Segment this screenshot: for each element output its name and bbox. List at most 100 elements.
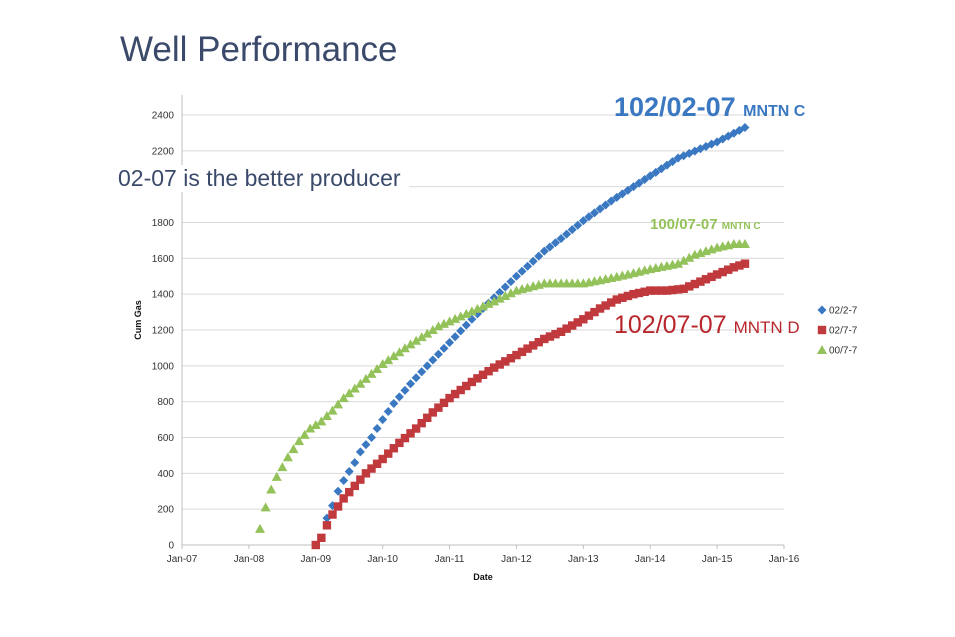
series-label-zone: MNTN C xyxy=(721,221,761,232)
data-point xyxy=(411,424,421,433)
y-tick-label: 1200 xyxy=(152,326,175,337)
data-point xyxy=(523,344,532,353)
data-point xyxy=(339,476,349,485)
data-point xyxy=(740,259,750,268)
data-point xyxy=(372,459,382,468)
data-point xyxy=(606,196,616,206)
data-point xyxy=(735,261,744,270)
data-point xyxy=(623,291,633,301)
data-point xyxy=(690,279,700,289)
data-point xyxy=(271,471,282,481)
data-point xyxy=(657,286,666,295)
data-point xyxy=(260,502,271,512)
data-point xyxy=(328,510,337,519)
data-point xyxy=(578,216,588,226)
data-point xyxy=(639,265,650,275)
data-point xyxy=(668,285,677,295)
axes: 0200400600800100012001400160018002000220… xyxy=(133,95,800,582)
data-point xyxy=(450,313,461,323)
data-point xyxy=(338,393,349,403)
data-point xyxy=(579,315,588,324)
data-point xyxy=(623,185,633,195)
data-point xyxy=(506,354,516,363)
data-point xyxy=(562,324,571,333)
data-point xyxy=(662,160,672,170)
data-point xyxy=(573,318,582,327)
data-point xyxy=(551,329,560,339)
data-point xyxy=(361,440,371,450)
data-point xyxy=(399,343,410,353)
data-point xyxy=(707,139,717,149)
data-point xyxy=(595,204,605,214)
data-point xyxy=(417,367,427,377)
legend-marker xyxy=(817,305,827,315)
data-point xyxy=(428,355,438,365)
data-point xyxy=(384,449,393,458)
series-label-main: 102/02-07 xyxy=(614,92,736,122)
data-point xyxy=(417,418,426,428)
y-tick-label: 200 xyxy=(157,505,174,516)
data-point xyxy=(400,385,410,395)
data-point xyxy=(349,383,360,393)
data-point xyxy=(266,484,277,494)
data-point xyxy=(673,285,683,294)
data-point xyxy=(540,334,549,344)
data-point xyxy=(562,229,572,239)
data-point xyxy=(668,157,678,167)
data-point xyxy=(389,444,399,453)
data-point xyxy=(344,388,355,398)
data-point xyxy=(372,424,382,434)
data-point xyxy=(534,337,543,347)
x-tick-label: Jan-14 xyxy=(635,554,666,565)
data-point xyxy=(282,452,293,462)
y-tick-label: 600 xyxy=(157,433,174,444)
data-point xyxy=(651,167,661,177)
x-tick-label: Jan-16 xyxy=(769,554,800,565)
data-point xyxy=(617,189,627,199)
data-point xyxy=(406,429,415,438)
data-point xyxy=(345,487,354,497)
series-label-102-02-07: 102/02-07 MNTN C xyxy=(614,92,805,123)
data-point xyxy=(450,389,460,399)
data-point xyxy=(434,403,443,412)
data-point xyxy=(601,200,611,210)
x-tick-label: Jan-09 xyxy=(300,554,331,565)
data-point xyxy=(534,251,544,261)
data-point xyxy=(333,502,343,511)
data-point xyxy=(321,411,332,420)
chart-annotation-subtitle: 02-07 is the better producer xyxy=(118,165,409,192)
data-point xyxy=(367,464,376,473)
data-point xyxy=(423,413,432,422)
data-point xyxy=(416,332,427,342)
data-point xyxy=(406,379,416,389)
series-00/7-7 xyxy=(255,239,750,533)
data-point xyxy=(461,308,472,318)
data-point xyxy=(411,335,422,345)
data-point xyxy=(433,321,444,331)
data-point xyxy=(339,494,348,503)
data-point xyxy=(277,462,288,472)
y-tick-label: 400 xyxy=(157,469,174,480)
data-point xyxy=(383,355,394,365)
data-point xyxy=(723,240,734,250)
data-point xyxy=(383,407,393,417)
data-point xyxy=(500,290,511,300)
data-point xyxy=(484,367,493,376)
data-point xyxy=(612,295,621,304)
data-point xyxy=(467,377,477,387)
data-point xyxy=(462,381,471,391)
data-point xyxy=(505,288,516,298)
y-tick-label: 2400 xyxy=(152,111,175,122)
data-point xyxy=(322,521,332,530)
data-point xyxy=(428,408,438,417)
data-point xyxy=(333,486,343,496)
legend: 02/2-7 02/7-7 00/7-7 xyxy=(817,305,858,357)
data-point xyxy=(707,272,716,282)
data-point xyxy=(389,398,399,408)
data-point xyxy=(656,164,666,174)
data-point xyxy=(350,458,360,468)
data-point xyxy=(678,255,689,265)
data-point xyxy=(377,359,388,369)
series-label-100-07-07: 100/07-07 MNTN C xyxy=(650,216,761,233)
data-point xyxy=(567,225,577,235)
